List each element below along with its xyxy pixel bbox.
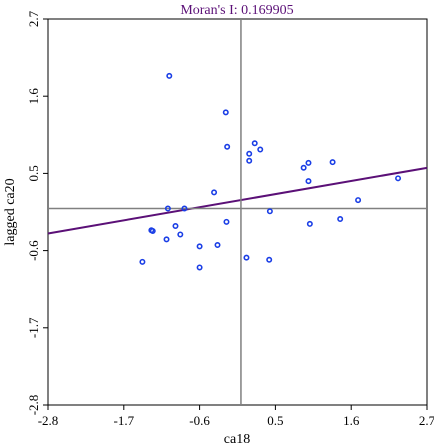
data-point	[164, 205, 171, 212]
data-point	[172, 223, 179, 230]
x-tick-label: 1.6	[343, 413, 360, 428]
x-tick-label: -2.8	[38, 413, 59, 428]
x-tick-label: -1.7	[114, 413, 135, 428]
data-point	[329, 159, 336, 166]
plot-frame	[47, 18, 428, 406]
data-point	[211, 189, 218, 196]
regression-line	[47, 166, 428, 235]
x-tick-label: 2.7	[419, 413, 434, 428]
data-point	[166, 72, 173, 79]
data-point	[196, 264, 203, 271]
y-tick-label: -0.6	[26, 240, 41, 261]
data-point	[243, 254, 250, 261]
data-point	[266, 256, 273, 263]
y-tick-label: -1.7	[26, 317, 41, 338]
data-point	[246, 157, 253, 164]
data-point	[223, 218, 230, 225]
data-point	[395, 175, 402, 182]
y-tick-label: 2.7	[26, 10, 41, 27]
y-tick-label: -2.8	[26, 395, 41, 416]
data-point	[355, 197, 362, 204]
data-point	[306, 220, 313, 227]
data-point	[222, 109, 229, 116]
x-axis-label: ca18	[224, 432, 250, 447]
data-point	[305, 159, 312, 166]
data-point	[251, 140, 258, 147]
y-tick-label: 0.5	[26, 165, 41, 181]
data-point	[139, 258, 146, 265]
chart-title: Moran's I: 0.169905	[180, 3, 293, 18]
data-point	[181, 205, 188, 212]
data-point	[300, 164, 307, 171]
data-point	[196, 243, 203, 250]
data-point	[163, 236, 170, 243]
data-point	[149, 227, 156, 234]
y-axis-label: lagged ca20	[3, 178, 18, 245]
data-point	[224, 143, 231, 150]
data-point	[337, 216, 344, 223]
data-point	[246, 150, 253, 157]
data-point	[214, 241, 221, 248]
y-tick-label: 1.6	[26, 88, 41, 105]
x-tick-label: -0.6	[189, 413, 210, 428]
x-tick-label: 0.5	[267, 413, 283, 428]
data-point	[257, 146, 264, 153]
data-point	[177, 231, 184, 238]
data-point	[305, 178, 312, 185]
data-point	[266, 208, 273, 215]
